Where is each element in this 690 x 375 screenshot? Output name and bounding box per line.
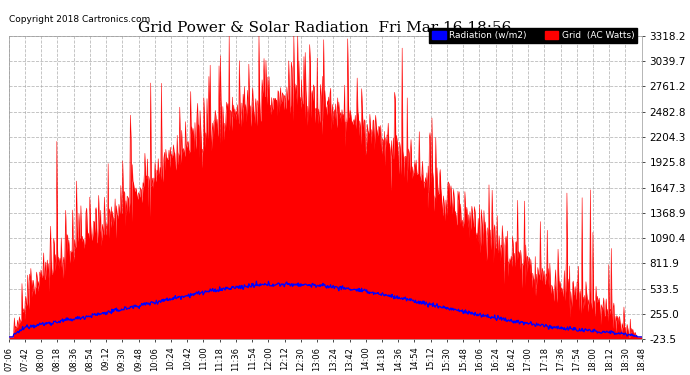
Text: Copyright 2018 Cartronics.com: Copyright 2018 Cartronics.com <box>9 15 150 24</box>
Legend: Radiation (w/m2), Grid  (AC Watts): Radiation (w/m2), Grid (AC Watts) <box>429 28 637 43</box>
Title: Grid Power & Solar Radiation  Fri Mar 16 18:56: Grid Power & Solar Radiation Fri Mar 16 … <box>139 21 512 35</box>
